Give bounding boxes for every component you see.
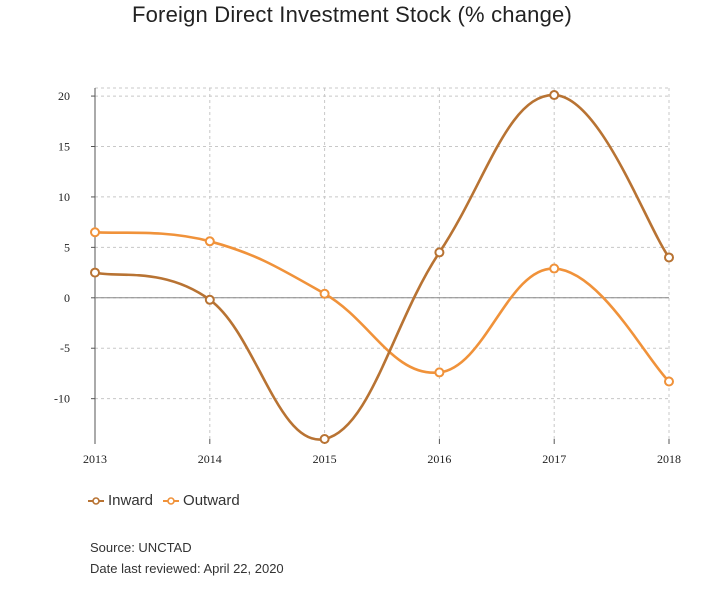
x-tick-label: 2018 — [657, 452, 681, 466]
source-note: Source: UNCTAD — [90, 540, 192, 555]
data-point-inward — [664, 252, 674, 263]
series-line-outward — [94, 230, 670, 383]
legend-item-inward[interactable]: Inward — [88, 492, 153, 509]
data-point-inward — [549, 90, 560, 101]
data-point-inward — [90, 267, 100, 278]
data-point-inward — [204, 294, 215, 305]
legend-marker-inward — [88, 496, 104, 505]
y-tick-label: 20 — [58, 89, 70, 103]
x-tick-label: 2017 — [542, 452, 566, 466]
x-tick-label: 2013 — [83, 452, 107, 466]
y-tick-label: -5 — [60, 341, 70, 355]
data-point-inward — [434, 247, 445, 258]
legend-item-outward[interactable]: Outward — [163, 492, 240, 509]
data-point-outward — [319, 288, 330, 299]
data-point-outward — [90, 227, 100, 238]
chart-title: Foreign Direct Investment Stock (% chang… — [131, 2, 573, 27]
date-reviewed: Date last reviewed: April 22, 2020 — [90, 561, 284, 576]
data-point-outward — [204, 236, 215, 247]
y-tick-label: -10 — [54, 392, 70, 406]
y-tick-label: 15 — [58, 140, 70, 154]
y-tick-label: 5 — [64, 240, 70, 254]
x-tick-label: 2014 — [198, 452, 222, 466]
x-tick-label: 2015 — [313, 452, 337, 466]
data-point-outward — [434, 367, 445, 378]
data-point-inward — [319, 434, 330, 444]
legend-label-outward: Outward — [183, 492, 240, 509]
y-tick-label: 0 — [64, 291, 70, 305]
data-point-outward — [549, 263, 560, 274]
y-tick-label: 10 — [58, 190, 70, 204]
footer: Source: UNCTAD Date last reviewed: April… — [90, 537, 284, 579]
legend: Inward Outward — [88, 492, 250, 509]
x-tick-label: 2016 — [427, 452, 451, 466]
legend-label-inward: Inward — [108, 492, 154, 509]
data-point-outward — [664, 376, 674, 387]
legend-marker-outward — [163, 496, 180, 505]
